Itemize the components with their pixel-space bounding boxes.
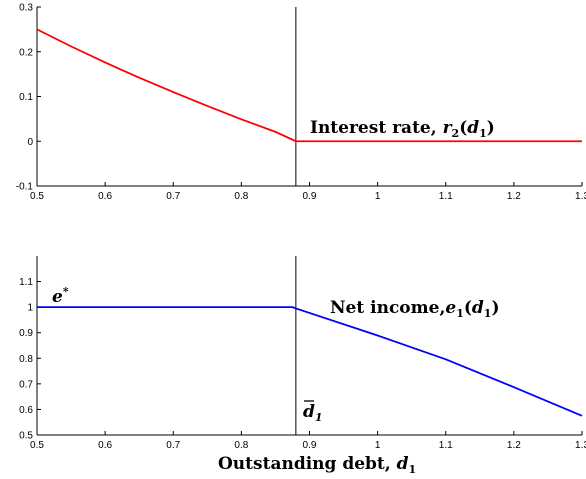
bottom-x-tick-label: 0.8: [234, 440, 248, 451]
bottom-y-tick-label: 0.7: [19, 379, 33, 390]
top-y-tick-label: 0.3: [19, 3, 33, 14]
top-x-tick-labels: 0.5 0.6 0.7 0.8 0.9 1 1.1 1.2 1.3: [30, 191, 586, 202]
top-annotation: Interest rate, r2(d1): [310, 118, 495, 140]
top-x-tick-label: 0.8: [234, 191, 248, 202]
bottom-y-tick-label: 0.8: [19, 354, 33, 365]
bottom-x-tick-label: 1.2: [507, 440, 521, 451]
x-axis-title: Outstanding debt, d1: [218, 454, 416, 476]
e-star-label: e*: [52, 285, 69, 307]
bottom-x-tick-label: 0.9: [303, 440, 317, 451]
bottom-series-group: [37, 306, 583, 417]
bottom-y-tick-label: 1.1: [19, 277, 33, 288]
top-y-tick-label: 0: [27, 137, 33, 148]
bottom-x-tick-label: 1.1: [439, 440, 453, 451]
bottom-annotation: Net income,e1(d1): [330, 298, 499, 320]
top-x-tick-label: 1.1: [439, 191, 453, 202]
bottom-x-tick-label: 1.3: [575, 440, 586, 451]
top-x-tick-label: 1.3: [575, 191, 586, 202]
bottom-x-tick-label: 0.5: [30, 440, 44, 451]
top-y-tick-label: -0.1: [16, 182, 34, 193]
bottom-y-tick-label: 1: [27, 303, 33, 314]
top-x-tick-label: 0.5: [30, 191, 44, 202]
bottom-chart: 0.5 0.6 0.7 0.8 0.9 1 1.1 0.5 0.6 0.7 0.8 0.9 1 1.1 1…: [19, 256, 586, 476]
top-x-tick-label: 0.7: [166, 191, 180, 202]
top-tick-marks: [36, 6, 583, 187]
bottom-y-tick-labels: 0.5 0.6 0.7 0.8 0.9 1 1.1: [19, 277, 33, 441]
top-series-group: [36, 28, 582, 143]
bottom-x-tick-label: 1: [375, 440, 381, 451]
d-bar-label: d1: [303, 402, 323, 424]
bottom-series-line: [37, 306, 583, 417]
bottom-tick-marks: [36, 281, 583, 436]
bottom-x-tick-label: 0.6: [98, 440, 112, 451]
top-y-tick-label: 0.2: [19, 47, 33, 58]
top-x-tick-label: 0.9: [303, 191, 317, 202]
bottom-y-tick-label: 0.6: [19, 405, 33, 416]
bottom-y-tick-label: 0.5: [19, 431, 33, 442]
top-x-tick-label: 0.6: [98, 191, 112, 202]
top-x-tick-label: 1.2: [507, 191, 521, 202]
top-y-tick-labels: -0.1 0 0.1 0.2 0.3: [16, 3, 34, 193]
top-y-tick-label: 0.1: [19, 92, 33, 103]
top-series-line: [36, 28, 582, 143]
bottom-y-tick-label: 0.9: [19, 328, 33, 339]
bottom-x-tick-label: 0.7: [166, 440, 180, 451]
top-chart: -0.1 0 0.1 0.2 0.3 0.5 0.6 0.7 0.8 0.9 1 1.1 1.2 1.3…: [16, 3, 586, 203]
top-x-tick-label: 1: [375, 191, 381, 202]
bottom-x-tick-labels: 0.5 0.6 0.7 0.8 0.9 1 1.1 1.2 1.3: [30, 440, 586, 451]
